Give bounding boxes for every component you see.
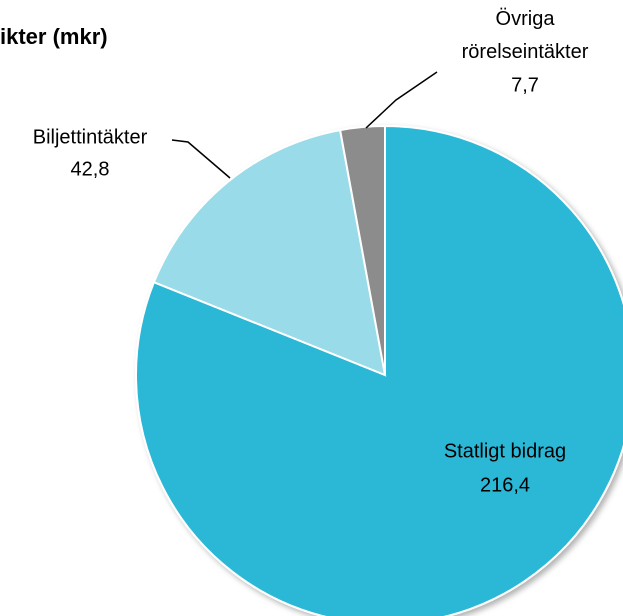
value-label: 42,8 (71, 158, 110, 180)
slice-label: Övriga rörelseintäkter (462, 8, 589, 63)
value-label: 216,4 (480, 474, 530, 496)
leader-line (365, 71, 438, 129)
chart-title: ikter (mkr) (0, 24, 108, 49)
value-label: 7,7 (511, 74, 539, 96)
slice-label: Statligt bidrag (444, 440, 566, 462)
leader-line (171, 139, 231, 179)
slice-label: Biljettintäkter (33, 126, 148, 148)
pie-slice (338, 124, 386, 376)
pie-slice (152, 128, 387, 377)
pie-slice (135, 124, 623, 616)
pie (135, 124, 623, 616)
